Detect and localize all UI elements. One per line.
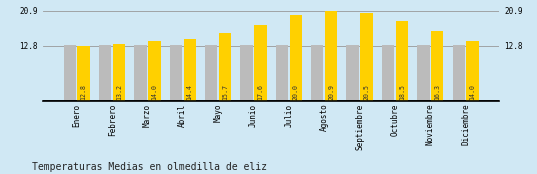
Bar: [360, 13, 373, 101]
Bar: [311, 45, 323, 101]
Bar: [431, 31, 444, 101]
Bar: [219, 33, 231, 101]
Text: 14.0: 14.0: [469, 85, 475, 101]
Text: 18.5: 18.5: [399, 85, 405, 101]
Text: Temperaturas Medias en olmedilla de eliz: Temperaturas Medias en olmedilla de eliz: [32, 162, 267, 172]
Bar: [417, 45, 430, 101]
Bar: [289, 15, 302, 101]
Bar: [113, 44, 125, 101]
Bar: [396, 21, 408, 101]
Bar: [466, 41, 478, 101]
Bar: [184, 39, 196, 101]
Text: 14.0: 14.0: [151, 85, 157, 101]
Text: 20.5: 20.5: [364, 85, 369, 101]
Text: 20.0: 20.0: [293, 85, 299, 101]
Bar: [148, 41, 161, 101]
Text: 20.9: 20.9: [328, 85, 334, 101]
Text: 15.7: 15.7: [222, 85, 228, 101]
Bar: [64, 45, 76, 101]
Bar: [453, 45, 465, 101]
Text: 13.2: 13.2: [116, 85, 122, 101]
Bar: [346, 45, 359, 101]
Bar: [382, 45, 394, 101]
Text: 14.4: 14.4: [187, 85, 193, 101]
Bar: [254, 25, 266, 101]
Text: 12.8: 12.8: [81, 85, 86, 101]
Bar: [241, 45, 253, 101]
Bar: [325, 11, 337, 101]
Bar: [170, 45, 182, 101]
Bar: [77, 46, 90, 101]
Bar: [99, 45, 111, 101]
Text: 17.6: 17.6: [257, 85, 264, 101]
Bar: [134, 45, 147, 101]
Bar: [205, 45, 217, 101]
Bar: [276, 45, 288, 101]
Text: 16.3: 16.3: [434, 85, 440, 101]
